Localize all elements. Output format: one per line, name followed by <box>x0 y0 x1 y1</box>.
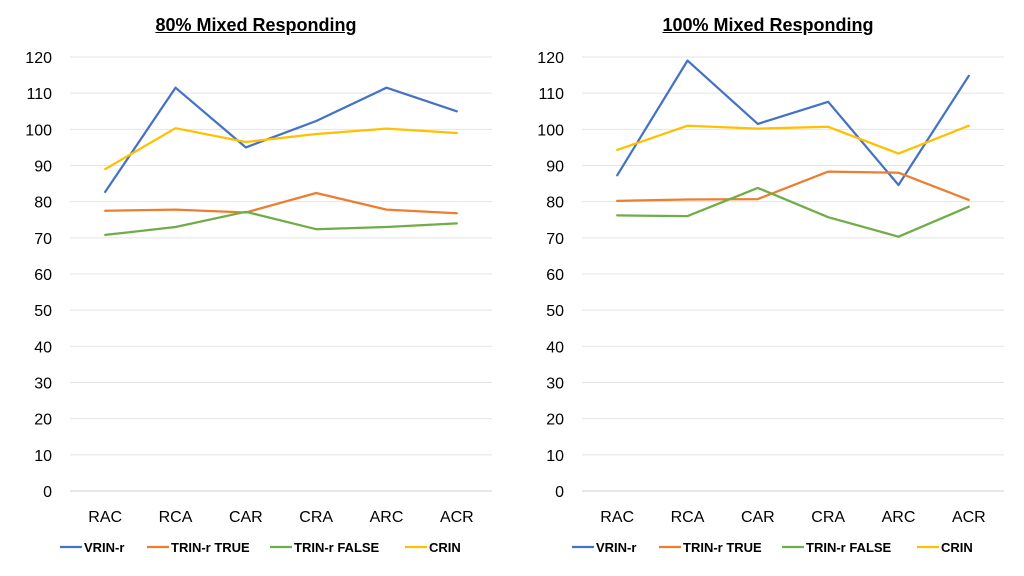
y-tick-label: 120 <box>25 50 52 67</box>
x-tick-label: CAR <box>229 509 263 526</box>
y-tick-label: 40 <box>546 339 564 356</box>
y-tick-label: 0 <box>43 484 52 501</box>
y-tick-label: 90 <box>34 159 52 176</box>
y-tick-label: 80 <box>34 195 52 212</box>
series-line-trin-r-true <box>616 170 970 203</box>
chart-100-percent: 100% Mixed Responding 0 10 20 30 40 50 60 70 80 9… <box>512 0 1024 576</box>
x-tick-label: RCA <box>671 509 705 526</box>
legend-label: VRIN-r <box>84 540 124 555</box>
y-tick-label: 40 <box>34 339 52 356</box>
series-line-trin-r-true <box>104 191 458 215</box>
y-tick-label: 30 <box>34 376 52 393</box>
legend-label: TRIN-r FALSE <box>806 540 892 555</box>
x-tick-label: ACR <box>952 509 986 526</box>
y-tick-label: 10 <box>546 448 564 465</box>
chart-80-percent: 80% Mixed Responding 0 10 20 30 40 50 60 70 80 90… <box>25 15 492 555</box>
y-tick-label: 80 <box>546 195 564 212</box>
legend-label: TRIN-r FALSE <box>294 540 380 555</box>
legend-label: CRIN <box>429 540 461 555</box>
legend-label: TRIN-r TRUE <box>171 540 250 555</box>
x-tick-label: ACR <box>440 509 474 526</box>
x-tick-label: RCA <box>159 509 193 526</box>
series-line-trin-r-false <box>104 210 458 237</box>
y-tick-label: 100 <box>537 122 564 139</box>
y-tick-label: 110 <box>538 86 564 103</box>
y-tick-label: 10 <box>34 448 52 465</box>
y-tick-label: 30 <box>546 376 564 393</box>
x-tick-label: CRA <box>299 509 333 526</box>
y-tick-label: 60 <box>546 267 564 284</box>
y-tick-label: 70 <box>546 231 564 248</box>
y-tick-label: 20 <box>34 412 52 429</box>
x-tick-label: ARC <box>882 509 916 526</box>
chart-title: 80% Mixed Responding <box>155 15 357 35</box>
x-tick-label: RAC <box>88 509 122 526</box>
y-tick-label: 100 <box>25 122 52 139</box>
legend-label: TRIN-r TRUE <box>683 540 762 555</box>
y-tick-label: 120 <box>537 50 564 67</box>
y-tick-label: 50 <box>546 303 564 320</box>
legend-label: VRIN-r <box>596 540 636 555</box>
chart-plot-area: 0 10 20 30 40 50 60 70 80 90 100 110 120 RAC RCA CAR CRA… <box>25 50 492 555</box>
y-tick-label: 70 <box>34 231 52 248</box>
series-line-crin <box>104 127 458 171</box>
chart-title: 100% Mixed Responding <box>662 15 874 35</box>
series-line-vrin-r <box>104 86 458 194</box>
y-tick-label: 90 <box>546 159 564 176</box>
y-tick-label: 0 <box>555 484 564 501</box>
chart-plot-area: 0 10 20 30 40 50 60 70 80 90 100 110 120 RAC RCA CAR CRA… <box>537 50 1004 555</box>
y-tick-label: 50 <box>34 303 52 320</box>
x-tick-label: CRA <box>811 509 845 526</box>
legend-label: CRIN <box>941 540 973 555</box>
x-tick-label: ARC <box>370 509 404 526</box>
x-tick-label: CAR <box>741 509 775 526</box>
y-tick-label: 20 <box>546 412 564 429</box>
y-tick-label: 60 <box>34 267 52 284</box>
y-tick-label: 110 <box>26 86 52 103</box>
x-tick-label: RAC <box>600 509 634 526</box>
series-line-crin <box>616 124 970 155</box>
series-line-vrin-r <box>616 59 970 187</box>
series-line-trin-r-false <box>616 186 970 238</box>
